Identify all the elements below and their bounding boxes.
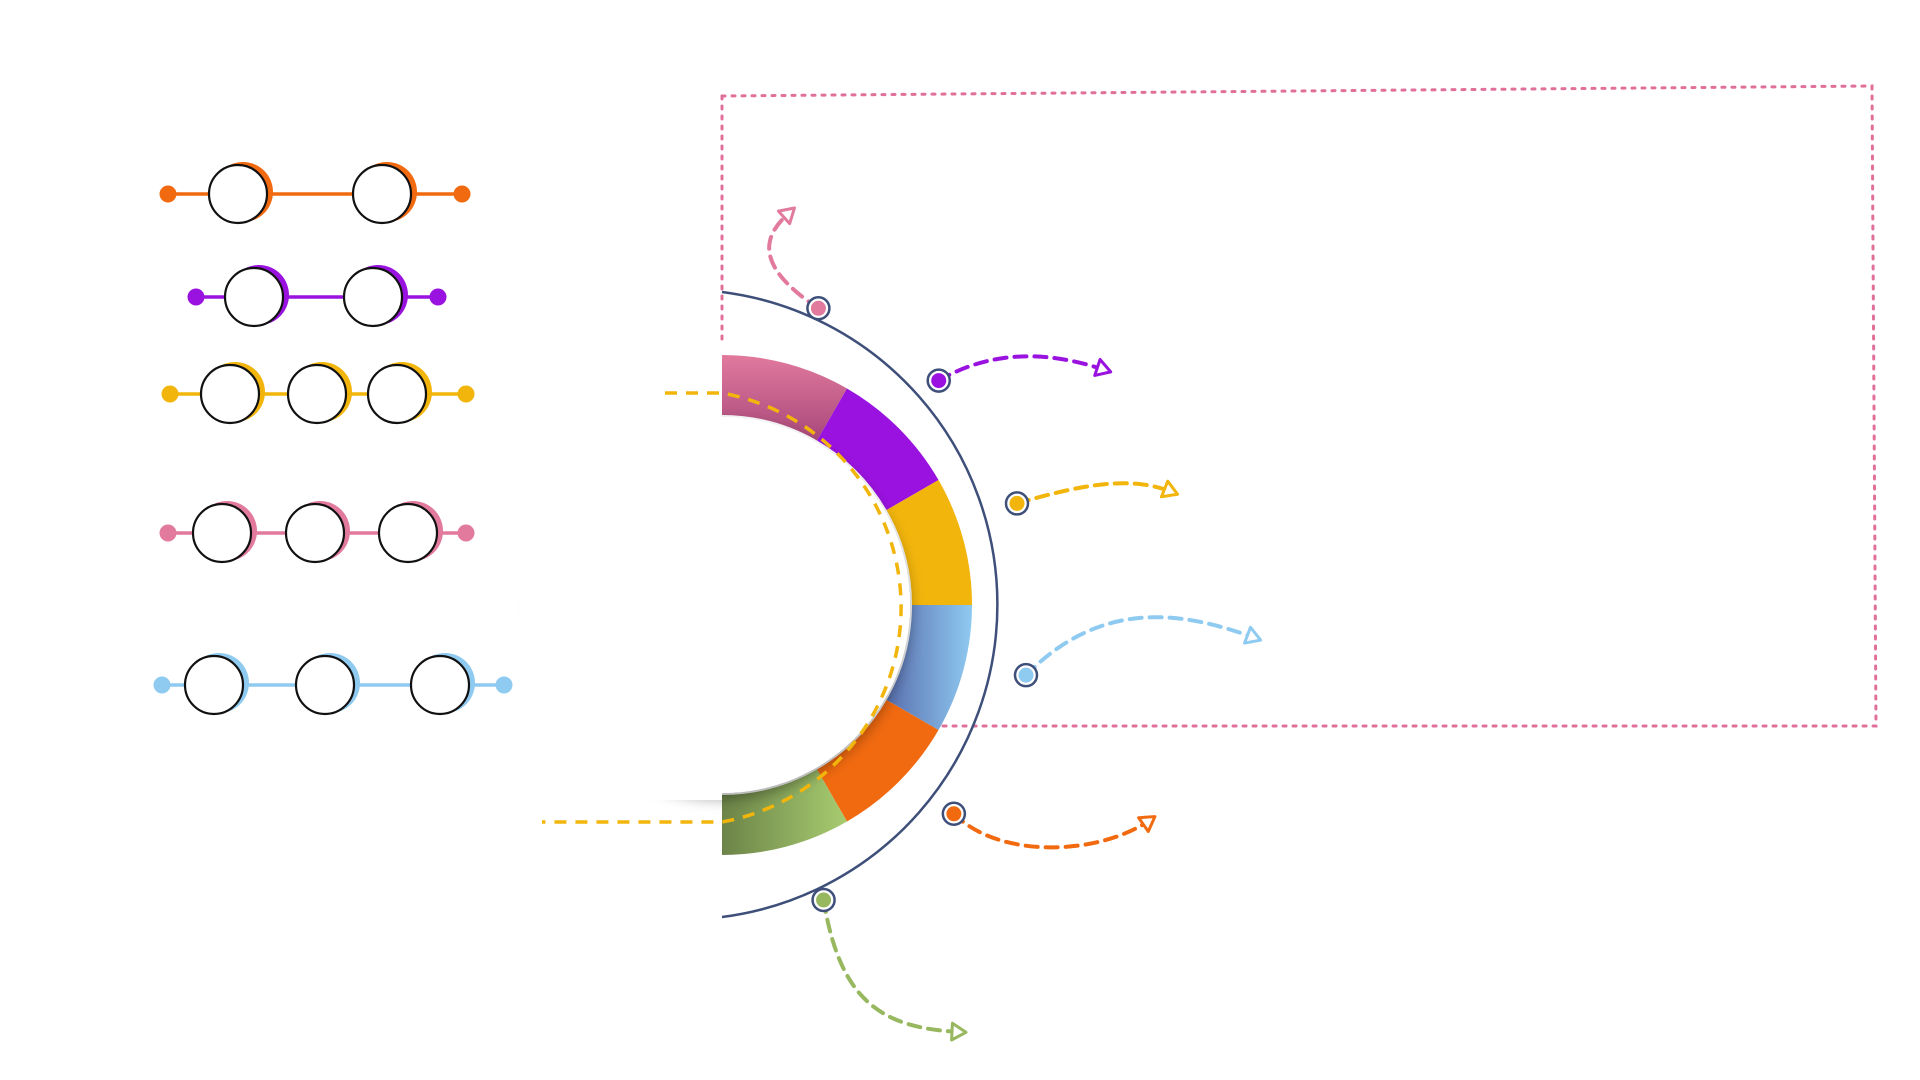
- chain-node: [351, 162, 417, 225]
- chain-node: [183, 653, 249, 716]
- arrowhead-icon: [1243, 625, 1263, 645]
- ring-segment-orange: [817, 700, 939, 822]
- segmented-ring: [722, 355, 972, 855]
- chain-end-dot: [153, 676, 171, 694]
- arc-dot-green: [811, 887, 836, 913]
- dashed-arrow-yellow: [1015, 481, 1174, 506]
- dashed-arrow-pink: [767, 210, 821, 311]
- arrowhead-icon: [1137, 815, 1157, 833]
- chain-node: [199, 362, 265, 425]
- ring-segment-pink: [722, 355, 847, 441]
- dashed-arrows: [767, 206, 1263, 1042]
- ring-segment-yellow: [886, 480, 972, 605]
- chain-end-dot: [457, 385, 475, 403]
- dashed-arrow-orange: [951, 811, 1152, 850]
- chain-node: [342, 265, 408, 328]
- chain-node: [284, 501, 350, 564]
- dashed-arrow-purple: [936, 354, 1107, 383]
- node-chains: [153, 162, 513, 716]
- arrowhead-icon: [776, 206, 796, 226]
- chain-end-dot: [159, 524, 177, 542]
- chain-end-dot: [429, 288, 447, 306]
- chain-yellow: [161, 362, 475, 425]
- ring-segment-blue: [886, 605, 972, 730]
- dashed-arrow-blue: [1024, 615, 1257, 678]
- chain-end-dot: [453, 185, 471, 203]
- ring-segment-green: [722, 769, 847, 855]
- chain-node: [207, 162, 273, 225]
- chain-end-dot: [495, 676, 513, 694]
- chain-purple: [187, 265, 447, 328]
- chain-node: [223, 265, 289, 328]
- outer-arc-dots: [806, 296, 1039, 913]
- outer-arc: [721, 290, 999, 919]
- ring-segment-purple: [817, 388, 939, 510]
- chain-node: [366, 362, 432, 425]
- arrowhead-icon: [1159, 479, 1180, 499]
- chain-node: [409, 653, 475, 716]
- chain-end-dot: [457, 524, 475, 542]
- dotted-frame: [720, 84, 1878, 728]
- dashed-guide-arc: [542, 391, 903, 824]
- chain-node: [191, 501, 257, 564]
- chain-node: [294, 653, 360, 716]
- arrowhead-icon: [1093, 358, 1113, 377]
- arc-dot-pink: [806, 296, 831, 321]
- chain-blue: [153, 653, 513, 716]
- chain-end-dot: [161, 385, 179, 403]
- chain-pink: [159, 501, 475, 564]
- inner-disk-mask: [520, 380, 722, 800]
- chain-end-dot: [187, 288, 205, 306]
- chain-end-dot: [159, 185, 177, 203]
- dashed-arrow-green: [821, 898, 962, 1034]
- arrowhead-icon: [950, 1021, 968, 1042]
- chain-node: [377, 501, 443, 564]
- arc-dot-purple: [926, 368, 951, 393]
- arc-dot-blue: [1013, 662, 1039, 688]
- arc-dot-yellow: [1004, 491, 1030, 516]
- arc-dot-orange: [941, 801, 967, 827]
- chain-node: [286, 362, 352, 425]
- chain-orange: [159, 162, 471, 225]
